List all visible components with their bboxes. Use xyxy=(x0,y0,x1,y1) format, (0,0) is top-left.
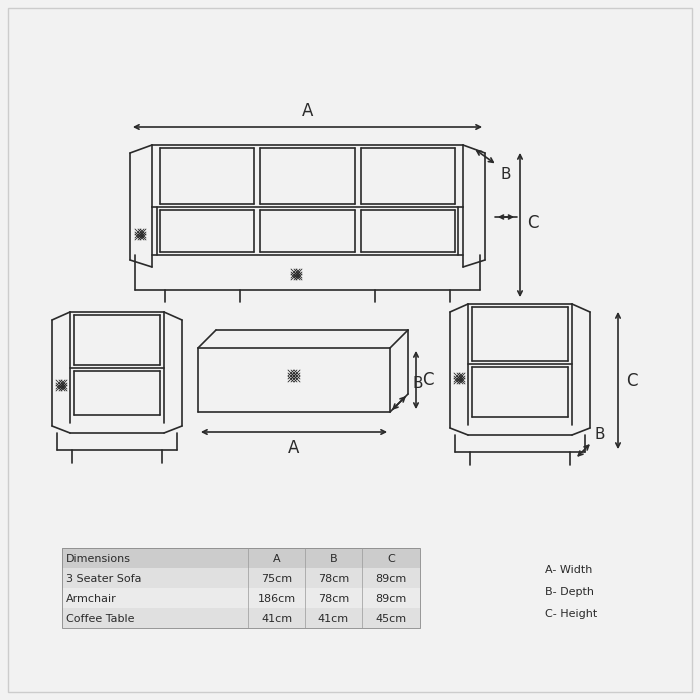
Text: C: C xyxy=(422,371,433,389)
Text: B- Depth: B- Depth xyxy=(545,587,594,597)
Bar xyxy=(62,568,420,588)
Bar xyxy=(62,588,420,608)
Text: 45cm: 45cm xyxy=(375,614,407,624)
Text: 89cm: 89cm xyxy=(375,594,407,604)
Text: 41cm: 41cm xyxy=(261,614,292,624)
Text: 186cm: 186cm xyxy=(258,594,295,604)
Text: A: A xyxy=(302,102,313,120)
Text: A- Width: A- Width xyxy=(545,565,592,575)
Text: B: B xyxy=(501,167,512,182)
Text: B: B xyxy=(412,376,423,391)
Text: 78cm: 78cm xyxy=(318,594,349,604)
Text: Coffee Table: Coffee Table xyxy=(66,614,134,624)
Text: 89cm: 89cm xyxy=(375,574,407,584)
Text: C: C xyxy=(387,554,395,564)
Text: 78cm: 78cm xyxy=(318,574,349,584)
Text: C: C xyxy=(527,214,538,232)
Text: B: B xyxy=(595,427,606,442)
Text: Armchair: Armchair xyxy=(66,594,117,604)
Text: 41cm: 41cm xyxy=(318,614,349,624)
Text: Dimensions: Dimensions xyxy=(66,554,131,564)
Text: 75cm: 75cm xyxy=(261,574,292,584)
Text: 3 Seater Sofa: 3 Seater Sofa xyxy=(66,574,141,584)
Bar xyxy=(62,608,420,628)
Text: A: A xyxy=(273,554,280,564)
Text: C: C xyxy=(626,372,638,389)
Text: C- Height: C- Height xyxy=(545,609,597,619)
Bar xyxy=(62,548,420,568)
Text: B: B xyxy=(330,554,337,564)
Text: A: A xyxy=(288,439,300,457)
Bar xyxy=(62,548,420,628)
